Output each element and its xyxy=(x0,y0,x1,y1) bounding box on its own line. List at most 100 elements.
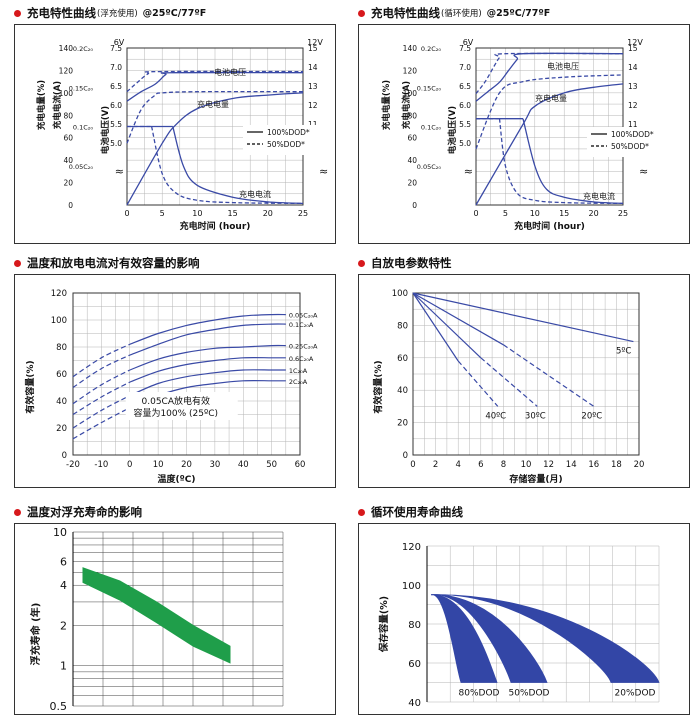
chart-float-life: 0.5 1 2 4 6 10 浮充寿命 (年) xyxy=(29,526,284,713)
series-label: 30ºC xyxy=(525,411,546,421)
current-curve-dashed xyxy=(498,118,624,205)
voltage12-tick-label: 14 xyxy=(628,63,638,72)
chart-box: 40 60 80 100 120 保存容量(%) 80%DOD 50%DOD 20%DOD xyxy=(358,523,690,715)
red-bullet-icon xyxy=(14,9,21,17)
capacity-tick-label: 0 xyxy=(68,201,73,210)
capacity-curve-dashed xyxy=(72,369,131,405)
plot-frame xyxy=(412,292,640,456)
chart-box: 0.5 1 2 4 6 10 浮充寿命 (年) xyxy=(14,523,336,715)
series-label: 0.25C₂₀A xyxy=(289,343,318,351)
x-tick-label: 30 xyxy=(209,460,220,470)
voltage-curve-solid xyxy=(126,71,304,102)
annotation-box xyxy=(125,392,238,420)
x-tick-label: 10 xyxy=(153,460,164,470)
y-tick-label: 60 xyxy=(408,659,421,670)
legend-box xyxy=(587,127,663,157)
panel-title: 温度对浮充寿命的影响 xyxy=(14,503,142,521)
x-tick-label: 18 xyxy=(611,460,622,470)
voltage6-tick-label: 6.0 xyxy=(459,101,471,110)
y-tick-label: 60 xyxy=(397,354,408,364)
capacity-tick-label: 80 xyxy=(63,111,73,120)
y-axis-title-voltage: 电池电压(V) xyxy=(100,106,111,154)
current-curve-dashed xyxy=(150,126,304,205)
capacity-tick-label: 60 xyxy=(407,134,417,143)
voltage12-tick-label: 15 xyxy=(308,44,318,53)
capacity-curve-dashed xyxy=(475,74,624,150)
current-curve-solid xyxy=(172,126,304,205)
x-tick-label: 40 xyxy=(238,460,249,470)
plot-frame xyxy=(475,47,624,206)
panel-self-discharge: 自放电参数特性 0 2 4 6 8 10 12 14 16 18 20 0 20 40 60 80 100 存储容… xyxy=(350,254,700,494)
x-tick-label: 6 xyxy=(478,460,483,470)
series-label: 5ºC xyxy=(616,347,631,357)
x-tick-label: 20 xyxy=(181,460,192,470)
axis-break-mark: ≈ xyxy=(115,165,124,178)
y-axis-title: 浮充寿命 (年) xyxy=(29,603,42,666)
series-label: 40ºC xyxy=(485,411,506,421)
panel-title: 循环使用寿命曲线 xyxy=(358,503,463,521)
voltage6-tick-label: 5.0 xyxy=(110,139,122,148)
series-label: 80%DOD xyxy=(459,689,500,699)
series-label: 2C₂₀A xyxy=(289,378,308,386)
chart-box: 0 5 10 15 20 25 充电时间 (hour) 0 20 40 60 80 100 120 140 0… xyxy=(358,24,690,244)
self-discharge-line-dashed xyxy=(480,357,538,407)
current-tick-label: 0.2C₂₀ xyxy=(421,45,441,53)
label-current: 充电电流 xyxy=(239,189,271,199)
x-axis-title: 存储容量(月) xyxy=(509,473,562,485)
panel-condition: @25ºC/77ºF xyxy=(142,7,207,19)
x-tick-label: 15 xyxy=(559,209,569,218)
y-tick-label: 120 xyxy=(402,542,421,553)
panel-subtitle: (循环使用) xyxy=(441,9,482,19)
capacity-tick-label: 100 xyxy=(403,89,418,98)
voltage12-unit-label: 12V xyxy=(627,38,643,47)
x-tick-label: 50 xyxy=(266,460,277,470)
red-bullet-icon xyxy=(358,9,365,17)
y-tick-label: 6 xyxy=(60,556,67,569)
y-tick-label: 100 xyxy=(392,289,408,299)
x-tick-label: 20 xyxy=(589,209,599,218)
voltage6-tick-label: 6.0 xyxy=(110,101,122,110)
legend-label: 100%DOD* xyxy=(267,128,310,137)
panel-title-text: 温度对浮充寿命的影响 xyxy=(27,505,142,519)
series-label: 0.6C₂₀A xyxy=(289,355,314,363)
y-axis-title-capacity: 充电电量(%) xyxy=(381,80,392,130)
legend-label: 50%DOD* xyxy=(611,142,649,151)
capacity-curve xyxy=(129,323,286,356)
panel-title: 自放电参数特性 xyxy=(358,254,452,272)
self-discharge-line-dashed xyxy=(457,360,499,407)
y-tick-label: 10 xyxy=(53,526,67,539)
y-axis-title: 有效容量(%) xyxy=(24,360,36,413)
y-tick-label: 4 xyxy=(60,579,67,592)
panel-title-text: 自放电参数特性 xyxy=(371,256,452,270)
x-tick-label: 25 xyxy=(618,209,628,218)
chart-cycle-life: 40 60 80 100 120 保存容量(%) 80%DOD 50%DOD 20%DOD xyxy=(378,542,660,709)
red-bullet-icon xyxy=(14,508,21,516)
self-discharge-line xyxy=(412,292,459,362)
chart-box: 0 2 4 6 8 10 12 14 16 18 20 0 20 40 60 80 100 存储容量(月) 有效容量… xyxy=(358,274,690,488)
capacity-tick-label: 40 xyxy=(407,156,417,165)
y-tick-label: 2 xyxy=(60,619,67,632)
panel-subtitle: (浮充使用) xyxy=(97,9,138,19)
capacity-tick-label: 140 xyxy=(403,44,418,53)
x-tick-label: 20 xyxy=(634,460,645,470)
panel-title: 充电特性曲线 (循环使用) @25ºC/77ºF xyxy=(358,4,550,22)
capacity-curve-dashed xyxy=(72,381,131,416)
current-tick-label: 0.05C₂₀ xyxy=(417,163,442,171)
x-tick-label: 0 xyxy=(473,209,478,218)
x-axis-title: 温度(ºC) xyxy=(158,473,196,485)
y-tick-label: 0 xyxy=(62,451,67,461)
red-bullet-icon xyxy=(358,259,365,267)
voltage6-tick-label: 5.5 xyxy=(110,120,122,129)
y-axis-title-voltage: 电池电压(V) xyxy=(447,106,458,154)
cycle-life-band xyxy=(430,594,498,683)
x-tick-label: -20 xyxy=(66,460,80,470)
x-axis-title: 充电时间 (hour) xyxy=(180,220,251,232)
cycle-life-band xyxy=(430,594,548,683)
axis-break-mark: ≈ xyxy=(639,165,648,178)
voltage12-tick-label: 15 xyxy=(628,44,638,53)
plot-frame xyxy=(72,292,301,456)
x-tick-label: 10 xyxy=(521,460,532,470)
chart-self-discharge: 0 2 4 6 8 10 12 14 16 18 20 0 20 40 60 80 100 存储容量(月) 有效容量… xyxy=(372,289,645,485)
